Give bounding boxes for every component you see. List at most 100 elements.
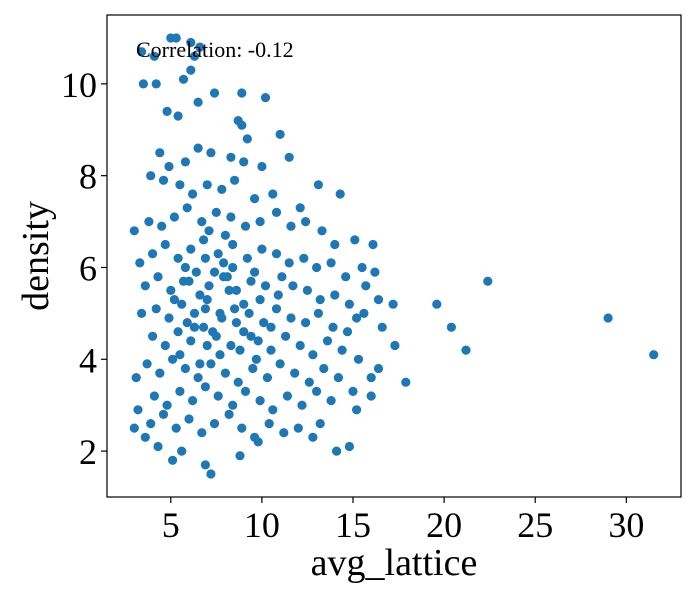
data-point <box>175 386 185 396</box>
data-point <box>260 93 271 103</box>
data-point <box>199 235 209 245</box>
data-point <box>282 391 292 401</box>
data-point <box>168 455 178 465</box>
data-point <box>231 318 241 328</box>
data-point <box>151 304 161 314</box>
y-tick-label: 8 <box>79 157 97 197</box>
data-point <box>603 313 613 323</box>
y-tick-label: 6 <box>79 248 97 288</box>
data-point <box>244 308 254 318</box>
data-point <box>266 345 276 355</box>
data-point <box>348 386 358 396</box>
data-point <box>138 79 148 89</box>
points-layer <box>129 33 659 479</box>
x-tick-label: 10 <box>244 505 280 545</box>
data-point <box>337 345 347 355</box>
data-point <box>175 180 185 190</box>
data-point <box>164 161 174 172</box>
data-point <box>273 290 283 300</box>
data-point <box>149 51 159 61</box>
data-point <box>148 331 158 341</box>
data-point <box>255 295 265 305</box>
data-point <box>352 313 362 323</box>
data-point <box>368 239 378 250</box>
data-point <box>155 368 165 378</box>
data-point <box>251 354 261 364</box>
data-point <box>133 405 143 415</box>
data-point <box>208 327 218 337</box>
data-point <box>169 295 179 305</box>
data-point <box>239 157 249 167</box>
data-point <box>390 340 400 351</box>
data-point <box>461 345 471 355</box>
data-point <box>195 42 205 52</box>
data-point <box>373 295 384 305</box>
data-point <box>226 212 236 222</box>
data-point <box>140 432 150 442</box>
data-point <box>189 322 200 332</box>
data-point <box>189 308 200 318</box>
data-point <box>155 148 165 158</box>
data-point <box>206 148 216 158</box>
data-point <box>231 285 241 295</box>
data-point <box>432 299 442 309</box>
data-point <box>266 322 276 332</box>
y-tick-label: 2 <box>79 432 97 472</box>
data-point <box>206 359 216 369</box>
data-point <box>250 194 260 204</box>
data-point <box>299 253 309 263</box>
data-point <box>361 281 371 291</box>
data-point <box>275 359 285 369</box>
data-point <box>268 405 278 415</box>
data-point <box>313 180 323 190</box>
data-point <box>262 373 272 383</box>
data-point <box>162 400 172 410</box>
data-point <box>271 249 282 259</box>
data-point <box>166 285 176 295</box>
data-point <box>359 308 369 318</box>
data-point <box>326 396 336 406</box>
y-tick-label: 10 <box>61 65 97 105</box>
data-point <box>235 451 245 461</box>
data-point <box>140 281 150 291</box>
y-axis-title: density <box>15 201 57 311</box>
data-point <box>184 276 194 286</box>
data-point <box>182 203 192 213</box>
data-point <box>160 239 170 250</box>
data-point <box>330 239 340 250</box>
data-point <box>158 175 169 185</box>
data-point <box>200 382 210 392</box>
data-point <box>220 368 230 378</box>
data-point <box>228 239 238 250</box>
data-point <box>230 175 240 185</box>
data-point <box>333 373 343 383</box>
data-point <box>373 363 384 374</box>
data-point <box>217 184 227 194</box>
data-point <box>279 428 289 438</box>
data-point <box>308 432 318 442</box>
data-point <box>255 396 265 406</box>
data-point <box>226 340 236 351</box>
data-point <box>213 249 223 259</box>
data-point <box>366 373 376 383</box>
data-point <box>377 322 387 332</box>
data-point <box>286 313 296 323</box>
data-point <box>200 460 210 470</box>
data-point <box>206 469 216 479</box>
data-point <box>297 400 307 410</box>
data-point <box>312 262 322 273</box>
data-point <box>200 304 210 314</box>
data-point <box>177 299 187 309</box>
data-point <box>204 281 214 291</box>
data-point <box>146 419 156 429</box>
data-point <box>313 308 323 318</box>
data-point <box>193 373 203 383</box>
data-point <box>649 350 659 360</box>
data-point <box>197 428 207 438</box>
x-tick-label: 15 <box>335 505 371 545</box>
data-point <box>353 354 364 364</box>
data-point <box>209 88 220 98</box>
data-point <box>344 441 354 452</box>
data-point <box>219 258 229 268</box>
data-point <box>357 262 367 273</box>
